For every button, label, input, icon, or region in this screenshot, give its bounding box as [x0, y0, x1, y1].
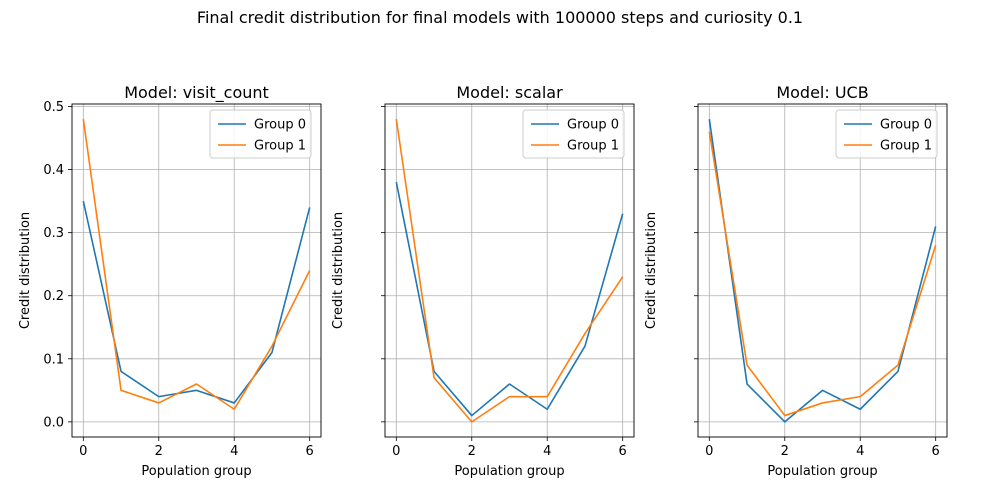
x-axis-label: Population group — [767, 464, 877, 479]
grid — [385, 104, 634, 437]
x-tick-label: 0 — [705, 444, 713, 459]
axes-frame — [697, 103, 948, 438]
legend-label-1: Group 1 — [880, 139, 932, 154]
x-tick-label: 0 — [79, 444, 87, 459]
legend-label-1: Group 1 — [254, 139, 306, 154]
y-tick-label: 0.1 — [43, 352, 64, 367]
x-tick-label: 2 — [781, 444, 789, 459]
legend-label-0: Group 0 — [880, 118, 932, 133]
y-tick-label: 0.0 — [43, 415, 64, 430]
axes-frame — [384, 103, 635, 438]
subplot-0: 0 2 4 6 0.0 0.1 0.2 0.3 0.4 0.5 Model: visit_count… — [18, 83, 322, 479]
series-line-1 — [708, 131, 937, 417]
x-tick-label: 4 — [230, 444, 238, 459]
subplot-1: 0 2 4 6 Model: scalar Population group Credit … — [331, 83, 635, 479]
x-tick-label: 4 — [543, 444, 551, 459]
subplot-title: Model: UCB — [776, 83, 868, 102]
series-line-0 — [708, 119, 937, 423]
grid — [698, 104, 947, 437]
y-tick-label: 0.3 — [43, 226, 64, 241]
series-line-1 — [395, 119, 624, 423]
grid — [72, 104, 321, 437]
x-tick-label: 6 — [306, 444, 314, 459]
x-tick-label: 4 — [856, 444, 864, 459]
subplots: 0 2 4 6 0.0 0.1 0.2 0.3 0.4 0.5 Model: visit_count… — [18, 83, 948, 479]
legend-label-0: Group 0 — [567, 118, 619, 133]
series-line-0 — [82, 200, 311, 404]
legend: Group 0 Group 1 — [522, 109, 625, 159]
y-tick-label: 0.2 — [43, 289, 64, 304]
series-line-0 — [395, 182, 624, 417]
x-tick-label: 2 — [155, 444, 163, 459]
legend: Group 0 Group 1 — [835, 109, 938, 159]
x-tick-label: 6 — [932, 444, 940, 459]
y-axis-label: Credit distribution — [18, 212, 33, 329]
y-tick-label: 0.4 — [43, 163, 64, 178]
figure-suptitle: Final credit distribution for final mode… — [197, 8, 803, 27]
subplot-title: Model: scalar — [456, 83, 563, 102]
y-tick-label: 0.5 — [43, 100, 64, 115]
x-tick-label: 2 — [468, 444, 476, 459]
legend-label-0: Group 0 — [254, 118, 306, 133]
x-tick-label: 6 — [619, 444, 627, 459]
legend-box — [835, 109, 938, 159]
series-line-1 — [82, 119, 311, 411]
x-axis-label: Population group — [141, 464, 251, 479]
legend-label-1: Group 1 — [567, 139, 619, 154]
y-axis-label: Credit distribution — [644, 212, 659, 329]
subplot-title: Model: visit_count — [124, 83, 269, 103]
legend-box — [209, 109, 312, 159]
y-axis-label: Credit distribution — [331, 212, 346, 329]
x-tick-label: 0 — [392, 444, 400, 459]
legend: Group 0 Group 1 — [209, 109, 312, 159]
legend-box — [522, 109, 625, 159]
axes-frame — [71, 103, 322, 438]
x-axis-label: Population group — [454, 464, 564, 479]
subplot-2: 0 2 4 6 Model: UCB Population group Credit dis… — [644, 83, 948, 479]
